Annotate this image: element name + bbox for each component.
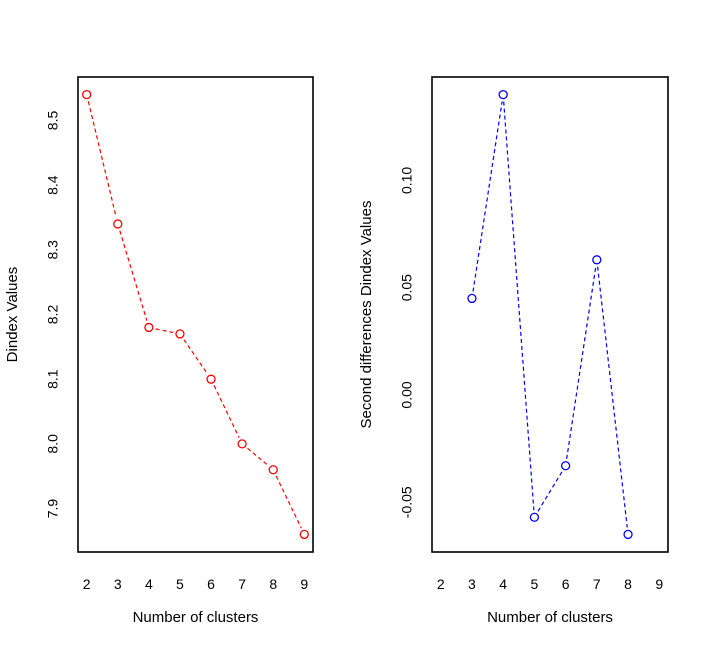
data-point-marker <box>206 374 216 384</box>
y-tick-label: 8.4 <box>45 175 61 195</box>
data-point-marker <box>237 439 247 449</box>
data-point-marker <box>560 461 571 471</box>
y-tick-label: 8.1 <box>45 369 61 389</box>
data-point-marker <box>144 322 154 333</box>
x-tick-label: 5 <box>176 576 184 592</box>
x-tick-label: 2 <box>83 576 91 592</box>
y-tick-label: -0.05 <box>399 486 415 518</box>
series-line-segment <box>503 101 535 511</box>
dindex-plot-content: 2 3 4 5 6 7 8 9 7.9 8.0 8.1 8.2 8.3 8.4 8.5 <box>45 76 314 592</box>
series-line-segment <box>275 475 302 529</box>
y-tick-label: 8.2 <box>45 305 61 325</box>
series-line-segment <box>87 101 117 218</box>
x-tick-label: 3 <box>468 576 476 592</box>
data-point-marker <box>268 465 278 475</box>
x-tick-label: 7 <box>238 576 246 592</box>
x-tick-label: 4 <box>499 576 507 592</box>
y-tick-label: 0.00 <box>399 381 415 408</box>
plot-box <box>431 76 669 553</box>
data-point-marker <box>592 255 602 265</box>
series-line-segment <box>183 339 208 374</box>
x-tick-label: 8 <box>624 576 632 592</box>
x-tick-label: 3 <box>114 576 122 592</box>
y-tick-label: 8.3 <box>45 240 61 260</box>
data-point-marker <box>529 512 540 522</box>
y-tick-label: 7.9 <box>45 499 61 519</box>
series-line-segment <box>472 101 503 292</box>
y-tick-label: 0.10 <box>399 167 415 194</box>
data-point-marker <box>467 293 477 304</box>
data-point-marker <box>623 529 633 540</box>
data-point-marker <box>498 89 508 100</box>
series-line-segment <box>119 230 148 321</box>
second-differences-plot: 2 3 4 5 6 7 8 9 -0.05 0.00 0.05 0.10 Number of clus… <box>358 76 669 626</box>
plot-box <box>77 76 314 553</box>
x-tick-label: 5 <box>530 576 538 592</box>
y-tick-label: 8.5 <box>45 111 61 131</box>
x-tick-label: 9 <box>655 576 663 592</box>
dindex-ylabel: Dindex Values <box>4 267 21 363</box>
dindex-plot: 2 3 4 5 6 7 8 9 7.9 8.0 8.1 8.2 8.3 8.4 8.5 Number of … <box>4 76 314 626</box>
x-tick-label: 2 <box>437 576 445 592</box>
data-point-marker <box>113 219 123 229</box>
series-line-segment <box>597 266 628 528</box>
x-tick-label: 7 <box>593 576 601 592</box>
dindex-xlabel: Number of clusters <box>133 609 259 626</box>
data-point-marker <box>175 329 185 339</box>
second-differences-plot-content: 2 3 4 5 6 7 8 9 -0.05 0.00 0.05 0.10 <box>399 76 669 592</box>
y-tick-label: 8.0 <box>45 434 61 454</box>
series-line-segment <box>566 266 597 459</box>
x-tick-label: 4 <box>145 576 153 592</box>
data-point-marker <box>82 89 92 100</box>
x-tick-label: 6 <box>562 576 570 592</box>
second-differences-xlabel: Number of clusters <box>487 609 613 626</box>
x-tick-label: 9 <box>300 576 308 592</box>
y-tick-label: 0.05 <box>399 274 415 301</box>
series-line-segment <box>247 447 269 466</box>
series-line-segment <box>213 385 240 438</box>
x-tick-label: 8 <box>269 576 277 592</box>
second-differences-ylabel: Second differences Dindex Values <box>358 201 375 429</box>
x-tick-label: 6 <box>207 576 215 592</box>
series-line-segment <box>537 471 563 512</box>
series-line-segment <box>155 328 174 334</box>
data-point-marker <box>299 529 309 540</box>
